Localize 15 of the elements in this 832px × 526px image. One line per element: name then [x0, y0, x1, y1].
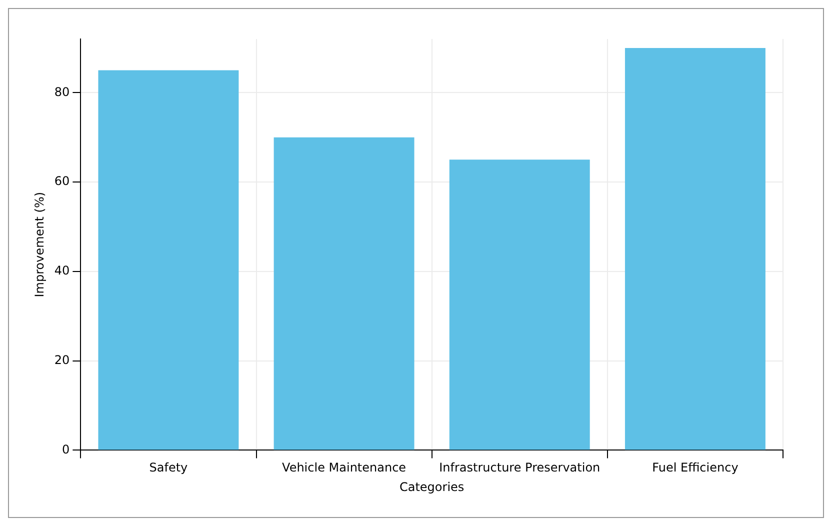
x-tick-label: Vehicle Maintenance — [282, 460, 406, 475]
y-tick-label: 0 — [62, 442, 70, 456]
x-tick-label: Infrastructure Preservation — [439, 460, 600, 475]
y-tick-label: 40 — [54, 264, 70, 278]
bar — [449, 160, 590, 450]
x-axis-title: Categories — [399, 480, 464, 494]
bar — [98, 70, 239, 450]
bar — [624, 48, 766, 450]
bar — [274, 137, 414, 450]
y-tick-label: 60 — [54, 174, 70, 188]
y-axis-title: Improvement (%) — [32, 192, 46, 298]
y-tick-label: 80 — [54, 84, 70, 99]
x-tick-label: Fuel Efficiency — [652, 460, 738, 475]
x-tick-label: Safety — [149, 460, 188, 475]
y-tick-label: 20 — [54, 352, 70, 367]
